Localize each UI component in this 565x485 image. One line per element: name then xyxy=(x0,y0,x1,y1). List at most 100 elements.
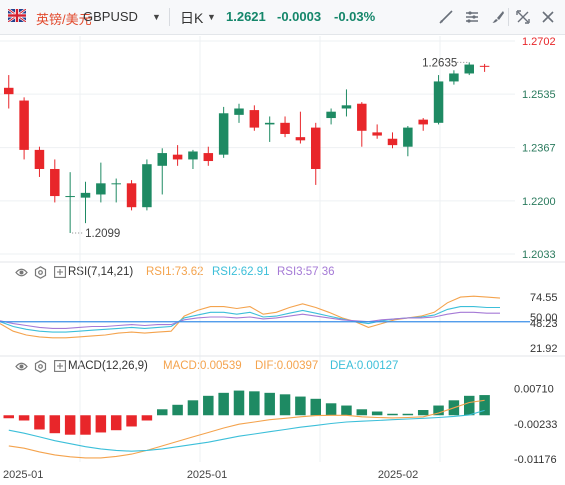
dif-value: DIF:0.00397 xyxy=(255,360,319,372)
macd-line-dif xyxy=(8,399,485,459)
expand-icon[interactable] xyxy=(54,266,66,281)
macd-tick-label: -0.00233 xyxy=(514,419,557,431)
macd-bar xyxy=(448,400,460,416)
candle xyxy=(295,137,306,141)
macd-value: MACD:0.00539 xyxy=(163,360,242,372)
brush-icon[interactable] xyxy=(487,7,509,27)
macd-series xyxy=(3,390,490,459)
candle xyxy=(311,127,321,169)
macd-bar xyxy=(18,415,30,421)
candle xyxy=(357,103,367,131)
low-annotation: 1.2099 xyxy=(85,228,120,240)
expand-icon[interactable] xyxy=(54,360,66,375)
candle xyxy=(126,183,137,208)
candlestick-series: 1.2635 1.2099 xyxy=(4,57,490,240)
dea-value: DEA:0.00127 xyxy=(330,360,399,372)
macd-bar xyxy=(3,415,14,419)
settings-icon[interactable] xyxy=(34,360,47,376)
rsi-tick-label: 74.55 xyxy=(530,292,558,304)
symbol-name[interactable]: 英镑/美元 xyxy=(36,12,92,27)
candle xyxy=(341,105,352,109)
macd-bar xyxy=(157,409,168,416)
candle xyxy=(34,149,45,169)
period-selector[interactable]: 日K xyxy=(180,10,204,26)
macd-bar xyxy=(95,415,107,433)
macd-bar xyxy=(64,415,76,435)
macd-bar xyxy=(110,415,122,431)
y-tick-label: 1.2200 xyxy=(522,196,556,208)
price-change: -0.0003 xyxy=(277,9,322,24)
y-tick-label: 1.2702 xyxy=(522,36,556,48)
macd-bar xyxy=(233,390,245,416)
chevron-down-icon[interactable]: ▼ xyxy=(152,12,161,22)
candle xyxy=(172,154,183,160)
candle xyxy=(142,164,152,208)
macd-bar xyxy=(433,405,444,416)
candle xyxy=(218,113,229,155)
candle xyxy=(80,192,91,198)
candle xyxy=(403,127,413,147)
close-icon[interactable] xyxy=(537,7,559,27)
draw-line-icon[interactable] xyxy=(435,7,457,27)
candle xyxy=(111,183,121,185)
candle xyxy=(249,110,260,128)
uk-flag-icon xyxy=(8,9,26,22)
macd-bar xyxy=(279,394,291,416)
macd-bar xyxy=(295,396,306,416)
candle xyxy=(326,111,336,119)
candle xyxy=(203,153,214,162)
macd-bar xyxy=(356,409,368,416)
grid xyxy=(0,36,565,462)
macd-bar xyxy=(249,391,260,416)
macd-tick-label: 0.00710 xyxy=(514,384,554,396)
macd-bar xyxy=(218,392,229,416)
candle xyxy=(449,73,459,82)
macd-bar xyxy=(371,411,383,416)
divider xyxy=(508,8,509,26)
y-tick-label: 1.2033 xyxy=(522,249,556,261)
candle xyxy=(65,196,75,198)
settings-icon[interactable] xyxy=(34,266,47,282)
macd-bar xyxy=(417,410,429,416)
candle xyxy=(387,138,398,146)
eye-icon[interactable] xyxy=(15,360,28,376)
candle xyxy=(4,87,14,95)
axes: 1.2702 1.2535 1.2367 1.2200 1.2033 74.55 50.00… xyxy=(3,36,558,481)
indicator-settings-icon[interactable] xyxy=(461,7,483,27)
macd-bar xyxy=(80,415,91,435)
rsi-label: RSI(7,14,21) xyxy=(68,266,134,278)
x-tick-label: 2025-01 xyxy=(187,469,227,481)
macd-tick-label: -0.01176 xyxy=(514,454,557,466)
macd-bar xyxy=(479,395,490,416)
rsi-line-rsi3 xyxy=(0,311,500,329)
rsi-series xyxy=(0,295,530,339)
macd-bar xyxy=(325,403,337,416)
macd-bar xyxy=(341,405,352,416)
candle xyxy=(188,151,198,160)
eye-icon[interactable] xyxy=(15,266,28,282)
macd-line-dea xyxy=(8,409,485,452)
candle xyxy=(157,153,167,166)
candle xyxy=(234,108,244,115)
rsi3-value: RSI3:57.36 xyxy=(277,266,335,278)
macd-bar xyxy=(187,400,199,416)
x-tick-label: 2025-01 xyxy=(3,469,43,481)
rsi-line-rsi2 xyxy=(0,306,500,333)
y-tick-label: 1.2367 xyxy=(522,143,556,155)
macd-bar xyxy=(387,413,398,416)
rsi2-value: RSI2:62.91 xyxy=(212,266,270,278)
rsi-tick-label: 50.00 xyxy=(530,312,558,324)
candle xyxy=(19,100,29,150)
candle xyxy=(418,119,428,125)
macd-bar xyxy=(402,413,414,416)
macd-bar xyxy=(464,395,475,416)
macd-label: MACD(12,26,9) xyxy=(68,360,148,372)
macd-bar xyxy=(49,415,61,434)
macd-bar xyxy=(172,404,183,416)
symbol-code[interactable]: GBPUSD xyxy=(83,9,138,24)
chevron-down-icon[interactable]: ▼ xyxy=(207,12,216,22)
fullscreen-icon[interactable] xyxy=(512,7,534,27)
macd-bar xyxy=(264,392,275,416)
toolbar: 英镑/美元 GBPUSD ▼ 日K ▼ 1.2621 -0.0003 -0.03… xyxy=(0,0,565,35)
